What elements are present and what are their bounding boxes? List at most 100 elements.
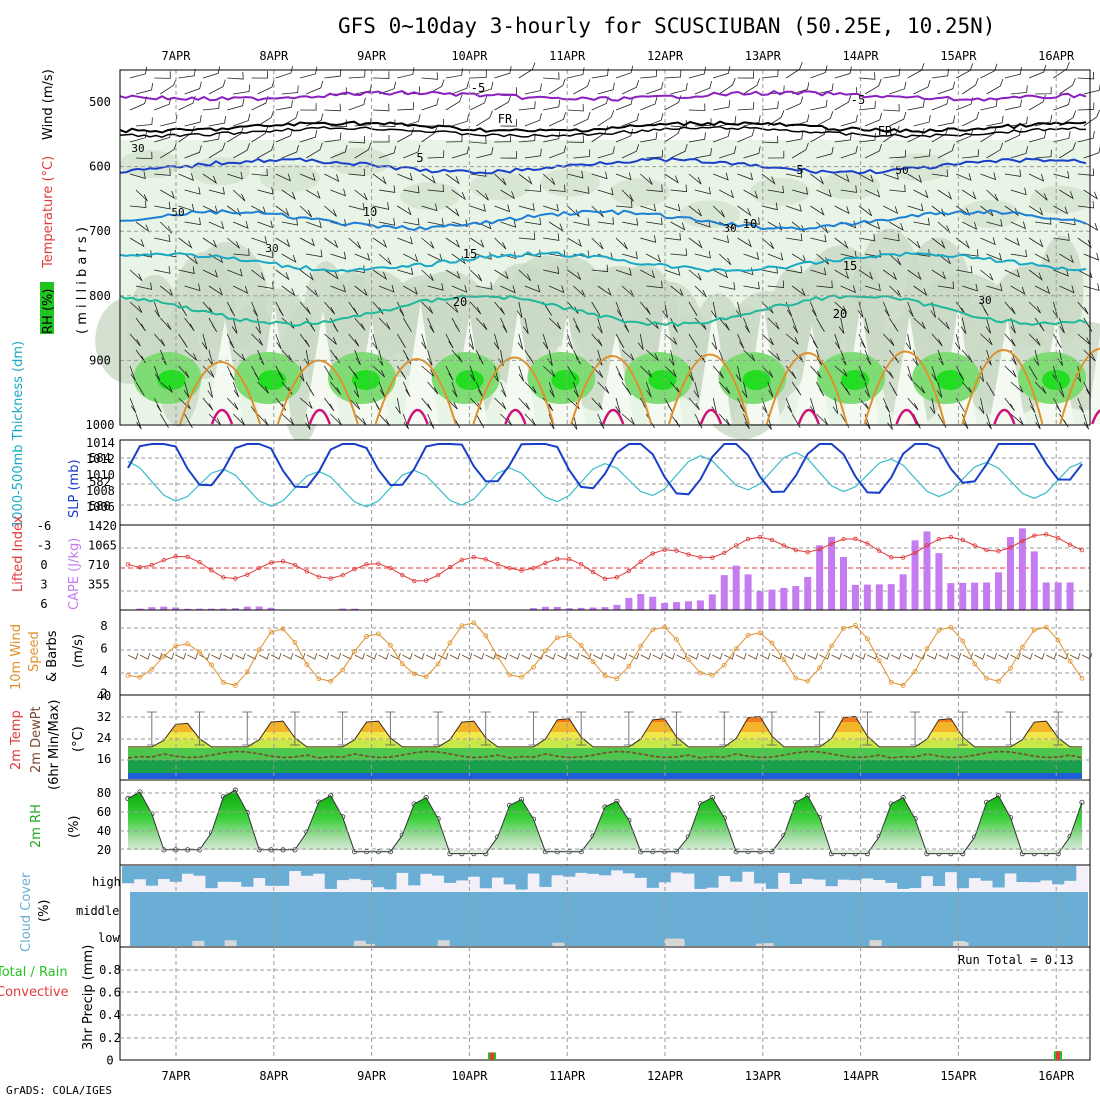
- wind-barb: [543, 99, 561, 111]
- wind-barb: [664, 173, 679, 184]
- rh-contour-label: 30: [265, 242, 278, 255]
- surface-barb: [628, 652, 640, 660]
- wind-barb: [567, 170, 584, 179]
- wind-barb: [913, 189, 929, 199]
- wind-barb: [743, 217, 760, 225]
- wind-barb: [1059, 189, 1074, 200]
- wind-barb: [281, 217, 298, 226]
- wind-barb: [646, 349, 659, 361]
- surface-barb: [688, 652, 699, 660]
- wind-barb: [1028, 269, 1043, 281]
- wind-barb: [710, 301, 717, 318]
- wind-barb: [664, 268, 681, 276]
- wind-barb: [208, 116, 226, 127]
- cloud-high-bar: [885, 866, 898, 883]
- surface-barb: [974, 652, 986, 660]
- wind-barb: [694, 317, 707, 330]
- date-axis-top: 7APR 8APR 9APR 10APR 11APR 12APR 13APR 14APR 15A…: [162, 49, 1075, 63]
- surface-barb: [425, 652, 437, 660]
- wind-barb: [281, 381, 293, 395]
- wind-units-label: (m/s): [71, 634, 86, 668]
- wind-barb: [547, 349, 553, 366]
- surface-barb: [175, 652, 187, 660]
- wind-barb: [668, 349, 675, 366]
- cloud-high-bar: [813, 866, 826, 880]
- wind-point: [1019, 644, 1025, 650]
- surface-barb: [366, 652, 377, 660]
- wind-barb: [961, 77, 979, 95]
- wind-barb: [445, 333, 454, 349]
- date-label-top: 15APR: [940, 49, 977, 63]
- wind-point: [578, 643, 584, 648]
- surface-barb: [735, 652, 747, 660]
- wind-barb: [275, 205, 290, 217]
- wind-barb: [913, 217, 930, 226]
- contour-hot: [308, 408, 331, 425]
- wind-barb: [1059, 253, 1074, 264]
- surface-barb: [807, 652, 819, 660]
- wind-barb: [907, 99, 925, 111]
- wind-barb: [688, 205, 702, 217]
- wind-barb: [931, 68, 949, 79]
- wind-barb: [937, 81, 956, 95]
- wind-barb: [937, 317, 950, 330]
- wind-barb: [646, 280, 663, 289]
- wind-barb: [858, 173, 874, 183]
- wind-barb: [1004, 269, 1020, 278]
- wind-barb: [1083, 109, 1100, 127]
- wind-barb: [500, 285, 516, 294]
- contour-hot: [895, 408, 918, 425]
- wind-barb: [500, 119, 517, 127]
- cloud-high-bar: [420, 866, 433, 874]
- cloud-high-bar: [503, 866, 516, 885]
- wind-barb: [305, 80, 324, 95]
- cloud-low-bar: [761, 943, 774, 946]
- surface-barb: [545, 652, 556, 660]
- wind-barb: [615, 172, 632, 181]
- wind-barb: [445, 397, 458, 410]
- cape-bar: [553, 606, 561, 610]
- cloud-high-bar: [432, 866, 445, 876]
- wind-barb: [785, 62, 803, 79]
- wind-barb: [208, 186, 225, 195]
- wind-barb: [1034, 381, 1047, 394]
- slp-line: [127, 443, 1083, 496]
- wind-barb: [208, 221, 225, 230]
- surface-barb: [306, 652, 318, 660]
- wind-barb: [786, 233, 803, 241]
- cloud-high-bar: [754, 866, 767, 884]
- wind-barb: [324, 205, 337, 217]
- wind-barb: [646, 81, 664, 95]
- cape-tick: 355: [88, 578, 110, 592]
- cloud-high-bar: [205, 866, 218, 889]
- wind-barb: [378, 185, 396, 193]
- cape-bar: [828, 536, 836, 610]
- wind-barb: [615, 397, 621, 414]
- date-label-bottom: 9APR: [357, 1069, 387, 1083]
- wind-barb: [955, 205, 971, 217]
- wind-barb: [761, 101, 779, 111]
- wind-barb: [767, 317, 780, 330]
- wind-barb: [840, 114, 858, 127]
- surface-barb: [402, 652, 413, 660]
- li-tick: -3: [37, 539, 51, 553]
- cloud-high-bar: [932, 866, 946, 887]
- wind-barb: [542, 173, 556, 186]
- cape-bar: [816, 545, 824, 610]
- surface-barb: [354, 652, 365, 660]
- wind-barb: [791, 187, 809, 195]
- wind-barb: [494, 301, 505, 315]
- wind-barb: [882, 365, 894, 379]
- surface-barb: [831, 652, 842, 660]
- cape-bar: [231, 608, 239, 610]
- wind-barb: [615, 237, 628, 250]
- wind-barb: [451, 381, 458, 398]
- wind-barb: [810, 205, 825, 216]
- wind-barb: [403, 144, 421, 159]
- lifted-index-label: Lifted Index: [11, 515, 26, 592]
- wind-barb: [160, 189, 175, 199]
- wind-barb: [184, 413, 193, 429]
- wind-barb: [791, 142, 809, 159]
- cloud-high-bar: [777, 866, 791, 873]
- cape-bar: [923, 531, 931, 610]
